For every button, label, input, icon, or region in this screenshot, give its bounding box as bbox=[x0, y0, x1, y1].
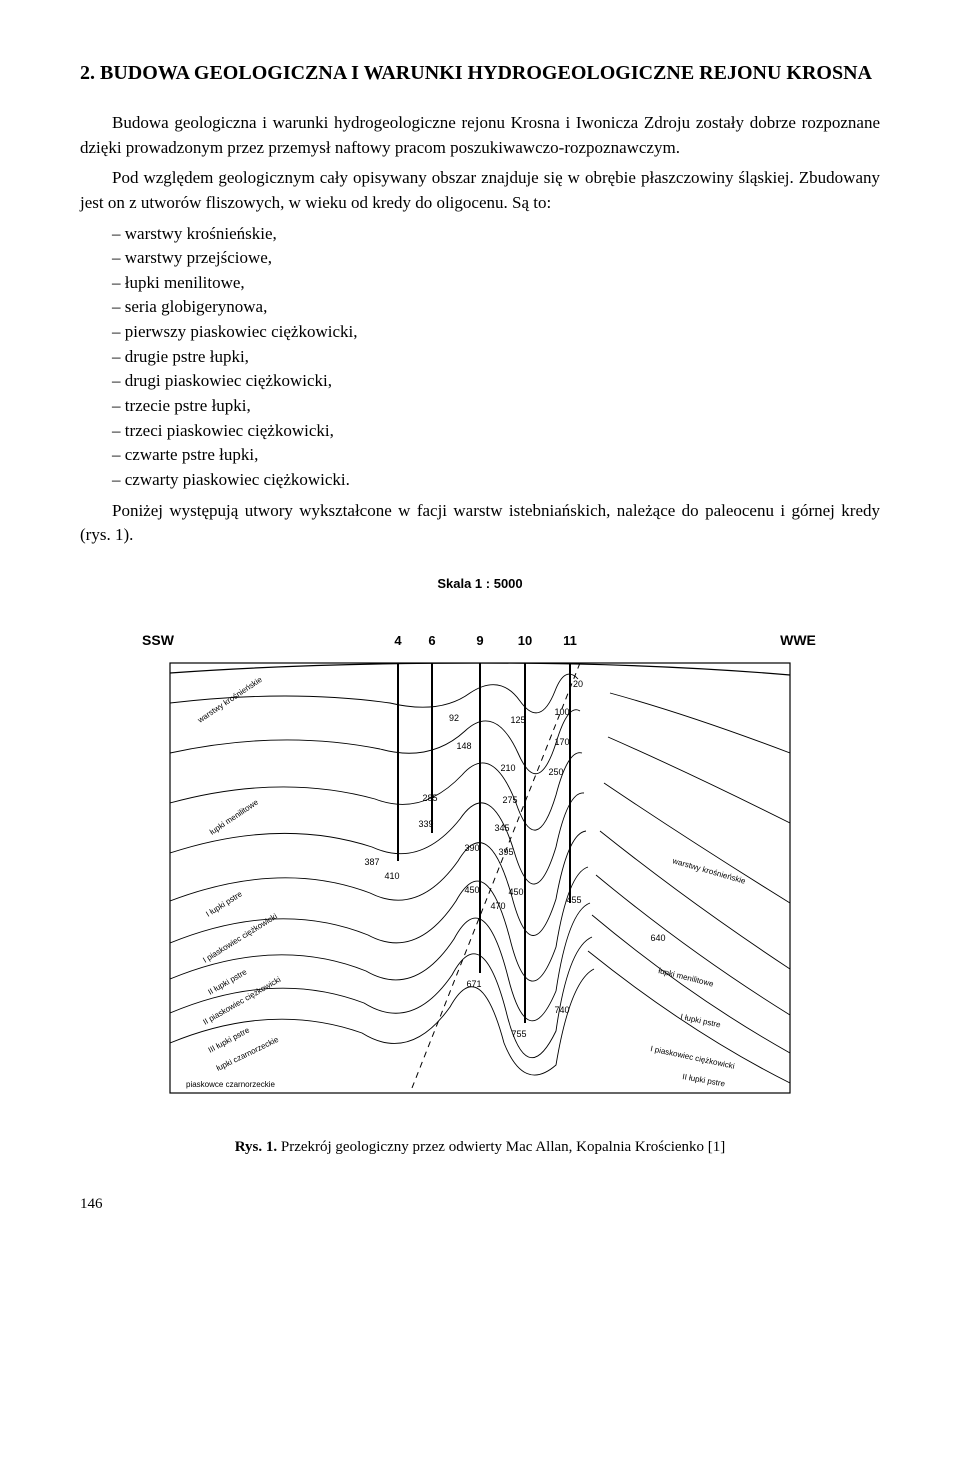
svg-text:450: 450 bbox=[464, 885, 479, 895]
list-item: trzecie pstre łupki, bbox=[112, 394, 880, 419]
list-item: czwarty piaskowiec ciężkowicki. bbox=[112, 468, 880, 493]
figure-wrapper: Skala 1 : 5000 SSW 4 6 9 10 11 WWE 387 410 339 671… bbox=[80, 576, 880, 1156]
list-item: drugie pstre łupki, bbox=[112, 345, 880, 370]
svg-text:275: 275 bbox=[502, 795, 517, 805]
svg-text:455: 455 bbox=[566, 895, 581, 905]
svg-text:piaskowce czarnorzeckie: piaskowce czarnorzeckie bbox=[186, 1080, 275, 1089]
bullet-list: warstwy krośnieńskie,warstwy przejściowe… bbox=[80, 222, 880, 493]
list-item: łupki menilitowe, bbox=[112, 271, 880, 296]
figure-caption: Rys. 1. Przekrój geologiczny przez odwie… bbox=[80, 1139, 880, 1156]
list-item: warstwy przejściowe, bbox=[112, 246, 880, 271]
svg-text:6: 6 bbox=[428, 633, 435, 648]
list-item: czwarte pstre łupki, bbox=[112, 443, 880, 468]
svg-text:11: 11 bbox=[563, 633, 577, 648]
figure-scale-label: Skala 1 : 5000 bbox=[80, 576, 880, 591]
svg-text:755: 755 bbox=[511, 1029, 526, 1039]
svg-text:148: 148 bbox=[456, 741, 471, 751]
svg-text:390: 390 bbox=[464, 843, 479, 853]
paragraph-1: Budowa geologiczna i warunki hydrogeolog… bbox=[80, 111, 880, 160]
svg-text:20: 20 bbox=[573, 679, 583, 689]
svg-text:100: 100 bbox=[554, 707, 569, 717]
section-number: 2. bbox=[80, 62, 95, 84]
svg-text:9: 9 bbox=[476, 633, 483, 648]
svg-text:170: 170 bbox=[554, 737, 569, 747]
svg-text:470: 470 bbox=[490, 901, 505, 911]
svg-text:125: 125 bbox=[510, 715, 525, 725]
svg-text:450: 450 bbox=[508, 887, 523, 897]
figure-caption-bold: Rys. 1. bbox=[235, 1139, 277, 1155]
svg-text:345: 345 bbox=[494, 823, 509, 833]
svg-text:395: 395 bbox=[498, 847, 513, 857]
figure-cross-section: SSW 4 6 9 10 11 WWE 387 410 339 671 755 455 92 148 285 1… bbox=[110, 603, 850, 1123]
figure-caption-text: Przekrój geologiczny przez odwierty Mac … bbox=[277, 1139, 725, 1155]
svg-text:210: 210 bbox=[500, 763, 515, 773]
svg-text:92: 92 bbox=[449, 713, 459, 723]
list-item: pierwszy piaskowiec ciężkowicki, bbox=[112, 320, 880, 345]
svg-text:640: 640 bbox=[650, 933, 665, 943]
svg-text:SSW: SSW bbox=[142, 632, 175, 648]
svg-text:250: 250 bbox=[548, 767, 563, 777]
section-heading: 2. BUDOWA GEOLOGICZNA I WARUNKI HYDROGEO… bbox=[80, 60, 880, 87]
svg-text:4: 4 bbox=[394, 633, 402, 648]
svg-text:339: 339 bbox=[418, 819, 433, 829]
list-item: warstwy krośnieńskie, bbox=[112, 222, 880, 247]
list-item: trzeci piaskowiec ciężkowicki, bbox=[112, 419, 880, 444]
svg-text:387: 387 bbox=[364, 857, 379, 867]
svg-text:740: 740 bbox=[554, 1005, 569, 1015]
paragraph-2: Pod względem geologicznym cały opisywany… bbox=[80, 166, 880, 215]
section-title: BUDOWA GEOLOGICZNA I WARUNKI HYDROGEOLOG… bbox=[100, 62, 872, 84]
list-item: drugi piaskowiec ciężkowicki, bbox=[112, 369, 880, 394]
svg-text:410: 410 bbox=[384, 871, 399, 881]
svg-text:10: 10 bbox=[518, 633, 532, 648]
page-number: 146 bbox=[80, 1196, 880, 1213]
svg-text:285: 285 bbox=[422, 793, 437, 803]
svg-text:WWE: WWE bbox=[780, 632, 816, 648]
paragraph-3: Poniżej występują utwory wykształcone w … bbox=[80, 499, 880, 548]
svg-text:671: 671 bbox=[466, 979, 481, 989]
list-item: seria globigerynowa, bbox=[112, 295, 880, 320]
